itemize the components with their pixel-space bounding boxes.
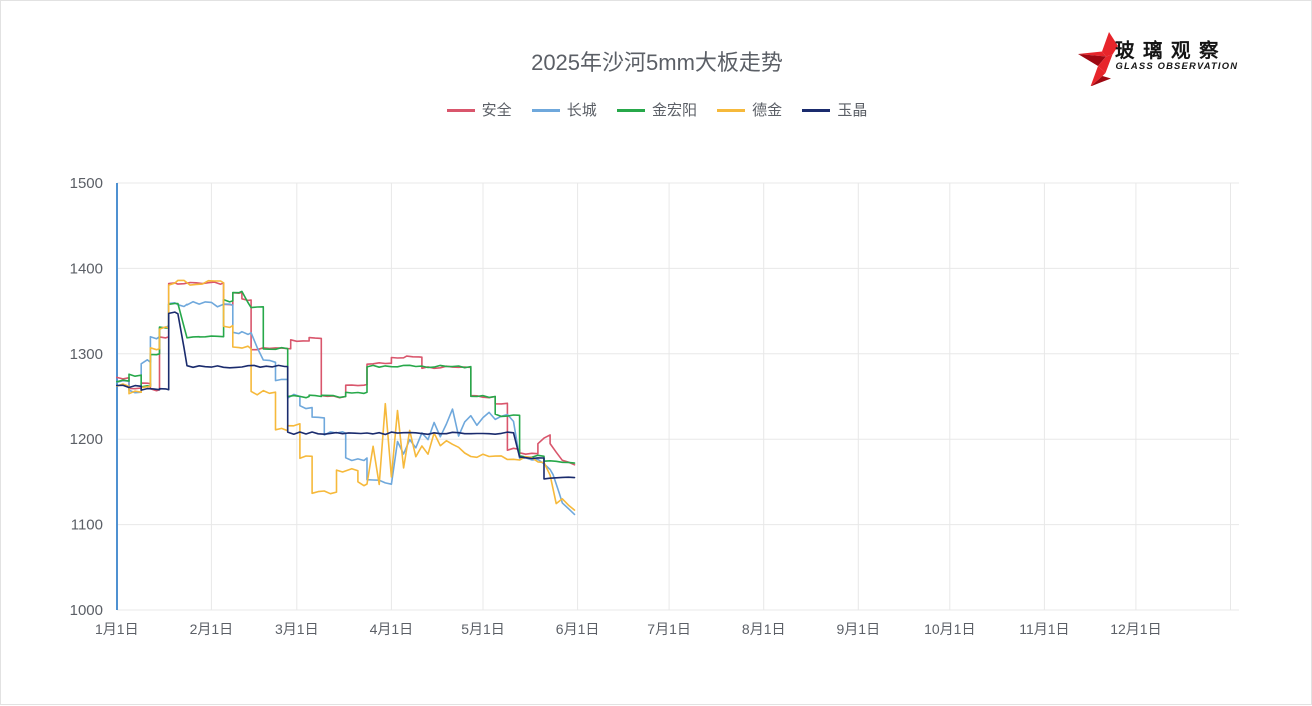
- svg-text:2月1日: 2月1日: [190, 621, 234, 637]
- svg-text:3月1日: 3月1日: [275, 621, 319, 637]
- svg-text:1400: 1400: [70, 260, 103, 277]
- svg-text:7月1日: 7月1日: [647, 621, 691, 637]
- svg-text:10月1日: 10月1日: [924, 621, 975, 637]
- svg-text:4月1日: 4月1日: [370, 621, 414, 637]
- svg-text:1300: 1300: [70, 346, 103, 363]
- svg-text:1000: 1000: [70, 602, 103, 619]
- svg-text:5月1日: 5月1日: [461, 621, 505, 637]
- svg-text:6月1日: 6月1日: [556, 621, 600, 637]
- svg-text:1100: 1100: [71, 517, 103, 534]
- svg-text:8月1日: 8月1日: [742, 621, 786, 637]
- svg-text:12月1日: 12月1日: [1110, 621, 1161, 637]
- svg-text:1200: 1200: [70, 431, 103, 448]
- svg-text:9月1日: 9月1日: [837, 621, 881, 637]
- svg-text:1500: 1500: [70, 175, 103, 192]
- svg-text:11月1日: 11月1日: [1019, 621, 1069, 637]
- svg-text:1月1日: 1月1日: [95, 621, 139, 637]
